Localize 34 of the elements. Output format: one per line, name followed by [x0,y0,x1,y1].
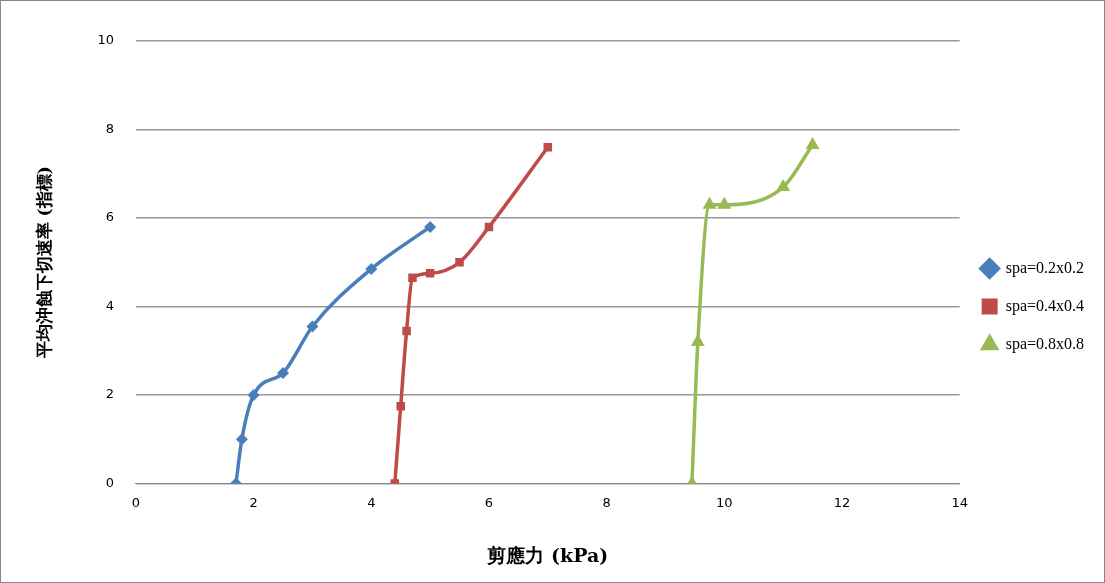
x-tick-label: 14 [951,494,968,510]
x-tick-label: 4 [367,494,376,510]
point [702,196,717,209]
point [277,366,290,379]
x-axis-title: 剪應力 (kPa) [487,543,609,566]
point [235,433,248,446]
y-tick-label: 4 [105,297,114,313]
legend-label: spa=0.8x0.8 [1005,334,1085,353]
point [247,389,260,402]
point [408,273,417,283]
x-tick-label: 2 [249,494,258,510]
point [424,220,437,233]
y-tick-label: 8 [105,120,114,136]
x-tick-label: 8 [602,494,611,510]
y-axis-title: 平均沖蝕下切速率 (指標) [33,166,54,360]
point [717,196,732,209]
y-tick-label: 6 [105,209,114,225]
legend-label: spa=0.2x0.2 [1005,258,1085,277]
point [365,262,378,275]
y-tick-label: 10 [97,32,114,48]
x-tick-label: 10 [716,494,733,510]
y-tick-label: 0 [105,474,114,490]
point [425,269,435,278]
point [396,401,405,411]
point [776,179,791,192]
point [306,320,319,333]
legend-label: spa=0.4x0.4 [1005,296,1085,315]
y-tick-label: 2 [105,386,114,402]
point [455,258,464,267]
x-tick-label: 6 [484,494,494,510]
point [805,137,820,150]
x-tick-label: 12 [833,494,851,510]
point [402,326,411,336]
x-tick-label: 0 [131,494,141,510]
